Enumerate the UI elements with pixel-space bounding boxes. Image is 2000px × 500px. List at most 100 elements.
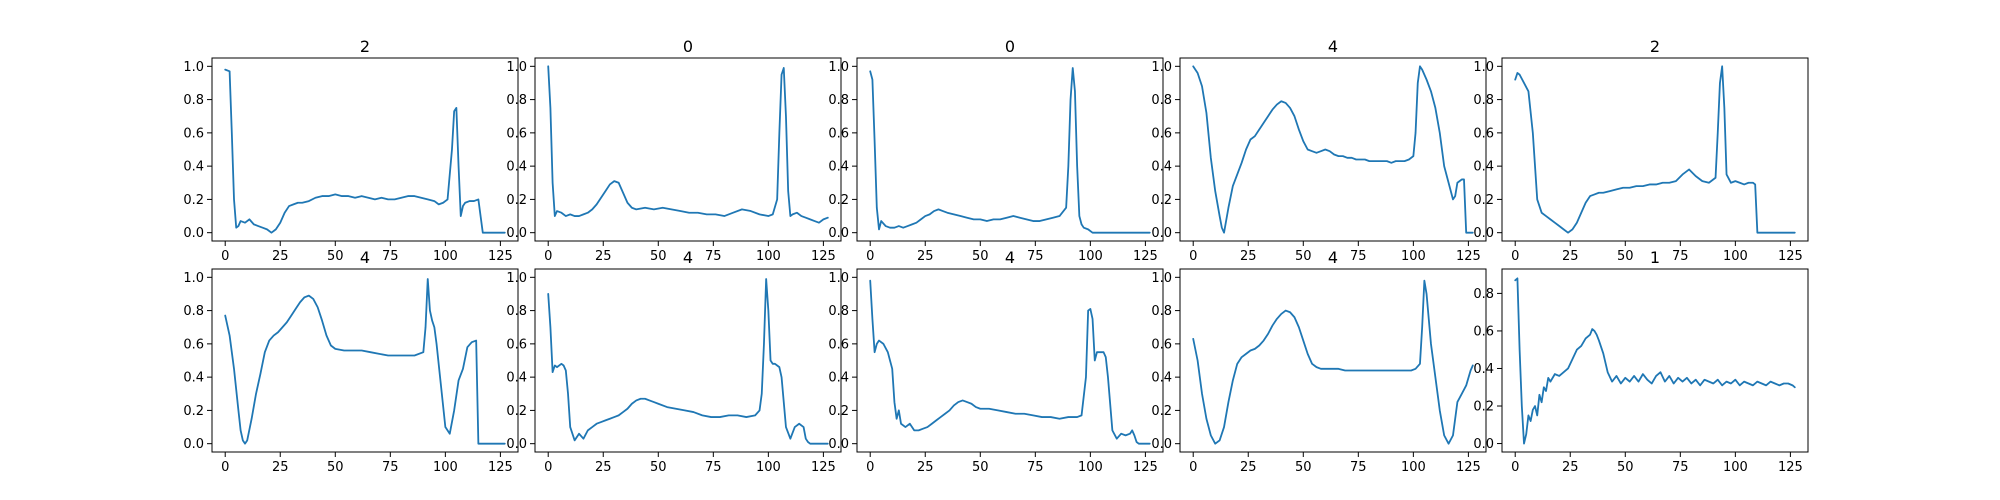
x-tick-label: 100 <box>1401 460 1426 475</box>
x-tick-label: 75 <box>1672 249 1689 264</box>
y-tick-label: 0.2 <box>1151 404 1172 419</box>
subplot-title: 1 <box>1650 248 1660 267</box>
axes-frame <box>534 268 842 453</box>
x-tick-label: 100 <box>756 249 781 264</box>
x-tick-label: 75 <box>1350 249 1367 264</box>
y-tick-label: 0.6 <box>183 126 204 141</box>
y-tick-label: 0.4 <box>1473 362 1494 377</box>
axes-frame <box>856 268 1164 453</box>
y-tick-label: 0.0 <box>506 437 527 452</box>
x-tick-label: 125 <box>1778 460 1803 475</box>
x-tick-label: 75 <box>382 460 399 475</box>
x-tick-label: 50 <box>1295 460 1312 475</box>
subplot-title: 0 <box>1005 37 1015 56</box>
y-tick-label: 0.2 <box>183 193 204 208</box>
y-tick-label: 0.4 <box>183 371 204 386</box>
y-tick-label: 1.0 <box>506 271 527 286</box>
subplot-title: 2 <box>360 37 370 56</box>
y-tick-label: 0.8 <box>1151 93 1172 108</box>
x-tick-label: 125 <box>1133 460 1158 475</box>
axes-frame <box>1179 57 1487 242</box>
axes-frame <box>1179 268 1487 453</box>
series-line <box>547 278 829 445</box>
x-tick-label: 0 <box>1511 460 1519 475</box>
subplot-title: 2 <box>1650 37 1660 56</box>
series-line <box>869 67 1151 234</box>
y-tick-label: 1.0 <box>1151 60 1172 75</box>
y-tick-label: 0.8 <box>828 93 849 108</box>
x-tick-label: 100 <box>433 460 458 475</box>
x-tick-label: 75 <box>1027 249 1044 264</box>
x-tick-label: 25 <box>1562 460 1579 475</box>
y-tick-label: 0.2 <box>183 404 204 419</box>
subplot-title: 4 <box>1005 248 1015 267</box>
x-tick-label: 75 <box>382 249 399 264</box>
x-tick-label: 0 <box>866 249 874 264</box>
x-tick-label: 0 <box>1189 460 1197 475</box>
y-tick-label: 1.0 <box>828 60 849 75</box>
y-tick-label: 0.0 <box>1151 226 1172 241</box>
axes-frame <box>1501 57 1809 242</box>
axes-frame <box>211 57 519 242</box>
y-tick-label: 1.0 <box>1473 60 1494 75</box>
series-line <box>1192 65 1474 234</box>
series-line <box>869 279 1151 445</box>
x-tick-label: 50 <box>1617 460 1634 475</box>
x-tick-label: 50 <box>327 460 344 475</box>
x-tick-label: 25 <box>1562 249 1579 264</box>
x-tick-label: 25 <box>917 249 934 264</box>
y-tick-label: 0.0 <box>828 437 849 452</box>
y-tick-label: 0.0 <box>1473 226 1494 241</box>
y-tick-label: 0.6 <box>1151 126 1172 141</box>
subplot-title: 4 <box>360 248 370 267</box>
series-line <box>1514 65 1796 234</box>
subplot-5: 0 25 50 75 100 125 0.0 0.2 0.4 0.6 0.8 1.0 2 <box>1473 37 1809 264</box>
x-tick-label: 100 <box>1078 249 1103 264</box>
subplot-title: 4 <box>683 248 693 267</box>
y-tick-label: 0.6 <box>1473 324 1494 339</box>
x-tick-label: 125 <box>811 460 836 475</box>
x-tick-label: 0 <box>221 249 229 264</box>
x-tick-label: 125 <box>1778 249 1803 264</box>
series-line <box>224 68 506 234</box>
x-tick-label: 25 <box>595 249 612 264</box>
y-tick-label: 0.2 <box>1473 400 1494 415</box>
subplot-1: 0 25 50 75 100 125 0.0 0.2 0.4 0.6 0.8 1.0 2 <box>183 37 519 264</box>
subplot-9: 0 25 50 75 100 125 0.0 0.2 0.4 0.6 0.8 1.0 4 <box>1151 248 1487 475</box>
y-tick-label: 0.8 <box>828 304 849 319</box>
subplot-title: 4 <box>1328 37 1338 56</box>
y-tick-label: 0.6 <box>828 126 849 141</box>
x-tick-label: 100 <box>433 249 458 264</box>
x-tick-label: 75 <box>1672 460 1689 475</box>
x-tick-label: 25 <box>1240 249 1257 264</box>
x-tick-label: 0 <box>1511 249 1519 264</box>
x-tick-label: 50 <box>1617 249 1634 264</box>
x-tick-label: 25 <box>272 249 289 264</box>
y-tick-label: 0.4 <box>183 160 204 175</box>
subplot-8: 0 25 50 75 100 125 0.0 0.2 0.4 0.6 0.8 1.0 4 <box>828 248 1164 475</box>
x-tick-label: 25 <box>595 460 612 475</box>
x-tick-label: 75 <box>705 460 722 475</box>
y-tick-label: 0.6 <box>1151 337 1172 352</box>
y-tick-label: 0.8 <box>506 304 527 319</box>
y-tick-label: 0.4 <box>828 160 849 175</box>
subplot-6: 0 25 50 75 100 125 0.0 0.2 0.4 0.6 0.8 1.0 4 <box>183 248 519 475</box>
x-tick-label: 0 <box>544 249 552 264</box>
y-tick-label: 0.2 <box>1473 193 1494 208</box>
x-tick-label: 0 <box>866 460 874 475</box>
y-tick-label: 1.0 <box>828 271 849 286</box>
x-tick-label: 25 <box>1240 460 1257 475</box>
subplot-2: 0 25 50 75 100 125 0.0 0.2 0.4 0.6 0.8 1.0 0 <box>506 37 842 264</box>
y-tick-label: 1.0 <box>506 60 527 75</box>
axes-frame <box>211 268 519 453</box>
subplot-10: 0 25 50 75 100 125 0.0 0.2 0.4 0.6 0.8 1 <box>1473 248 1809 475</box>
y-tick-label: 1.0 <box>183 271 204 286</box>
x-tick-label: 100 <box>1723 460 1748 475</box>
x-tick-label: 25 <box>917 460 934 475</box>
series-line <box>547 65 829 224</box>
x-tick-label: 125 <box>811 249 836 264</box>
x-tick-label: 50 <box>972 460 989 475</box>
y-tick-label: 0.2 <box>506 404 527 419</box>
x-tick-label: 50 <box>327 249 344 264</box>
